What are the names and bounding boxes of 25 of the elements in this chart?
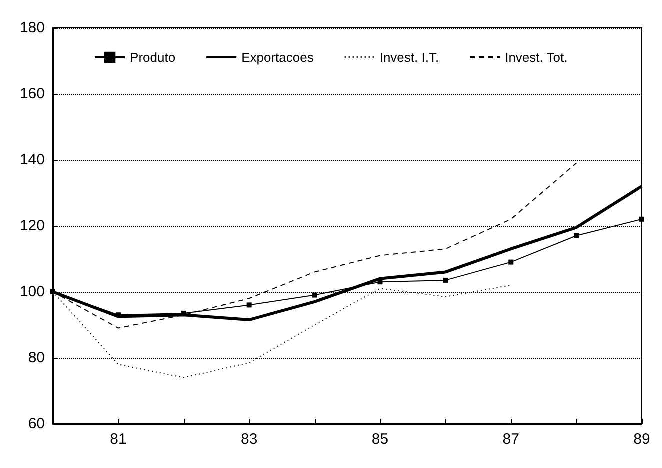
point [116, 312, 121, 318]
y-tick-label: 180 [20, 20, 45, 36]
y-tick-label: 80 [28, 350, 45, 366]
point [246, 302, 252, 308]
legend-label: Exportacoes [242, 50, 314, 65]
legend-label: Invest. Tot. [505, 50, 568, 65]
legend-label: Produto [130, 50, 176, 65]
y-tick-label: 100 [20, 284, 45, 300]
point [508, 260, 514, 265]
point [312, 292, 318, 298]
x-tick-label: 87 [502, 431, 520, 448]
y-tick-label: 120 [20, 218, 45, 234]
point [574, 233, 580, 238]
x-tick-label: 81 [110, 431, 127, 448]
point [378, 280, 383, 285]
y-tick-label: 140 [20, 152, 45, 168]
x-tick-label: 85 [372, 431, 389, 448]
point [640, 216, 644, 222]
x-tick-label: 89 [634, 431, 650, 448]
y-tick-label: 160 [20, 86, 45, 102]
y-tick-label: 60 [28, 416, 45, 432]
point [443, 278, 448, 283]
legend-label: Invest. I.T. [380, 50, 440, 65]
x-tick-label: 83 [240, 431, 258, 448]
point [50, 290, 56, 294]
